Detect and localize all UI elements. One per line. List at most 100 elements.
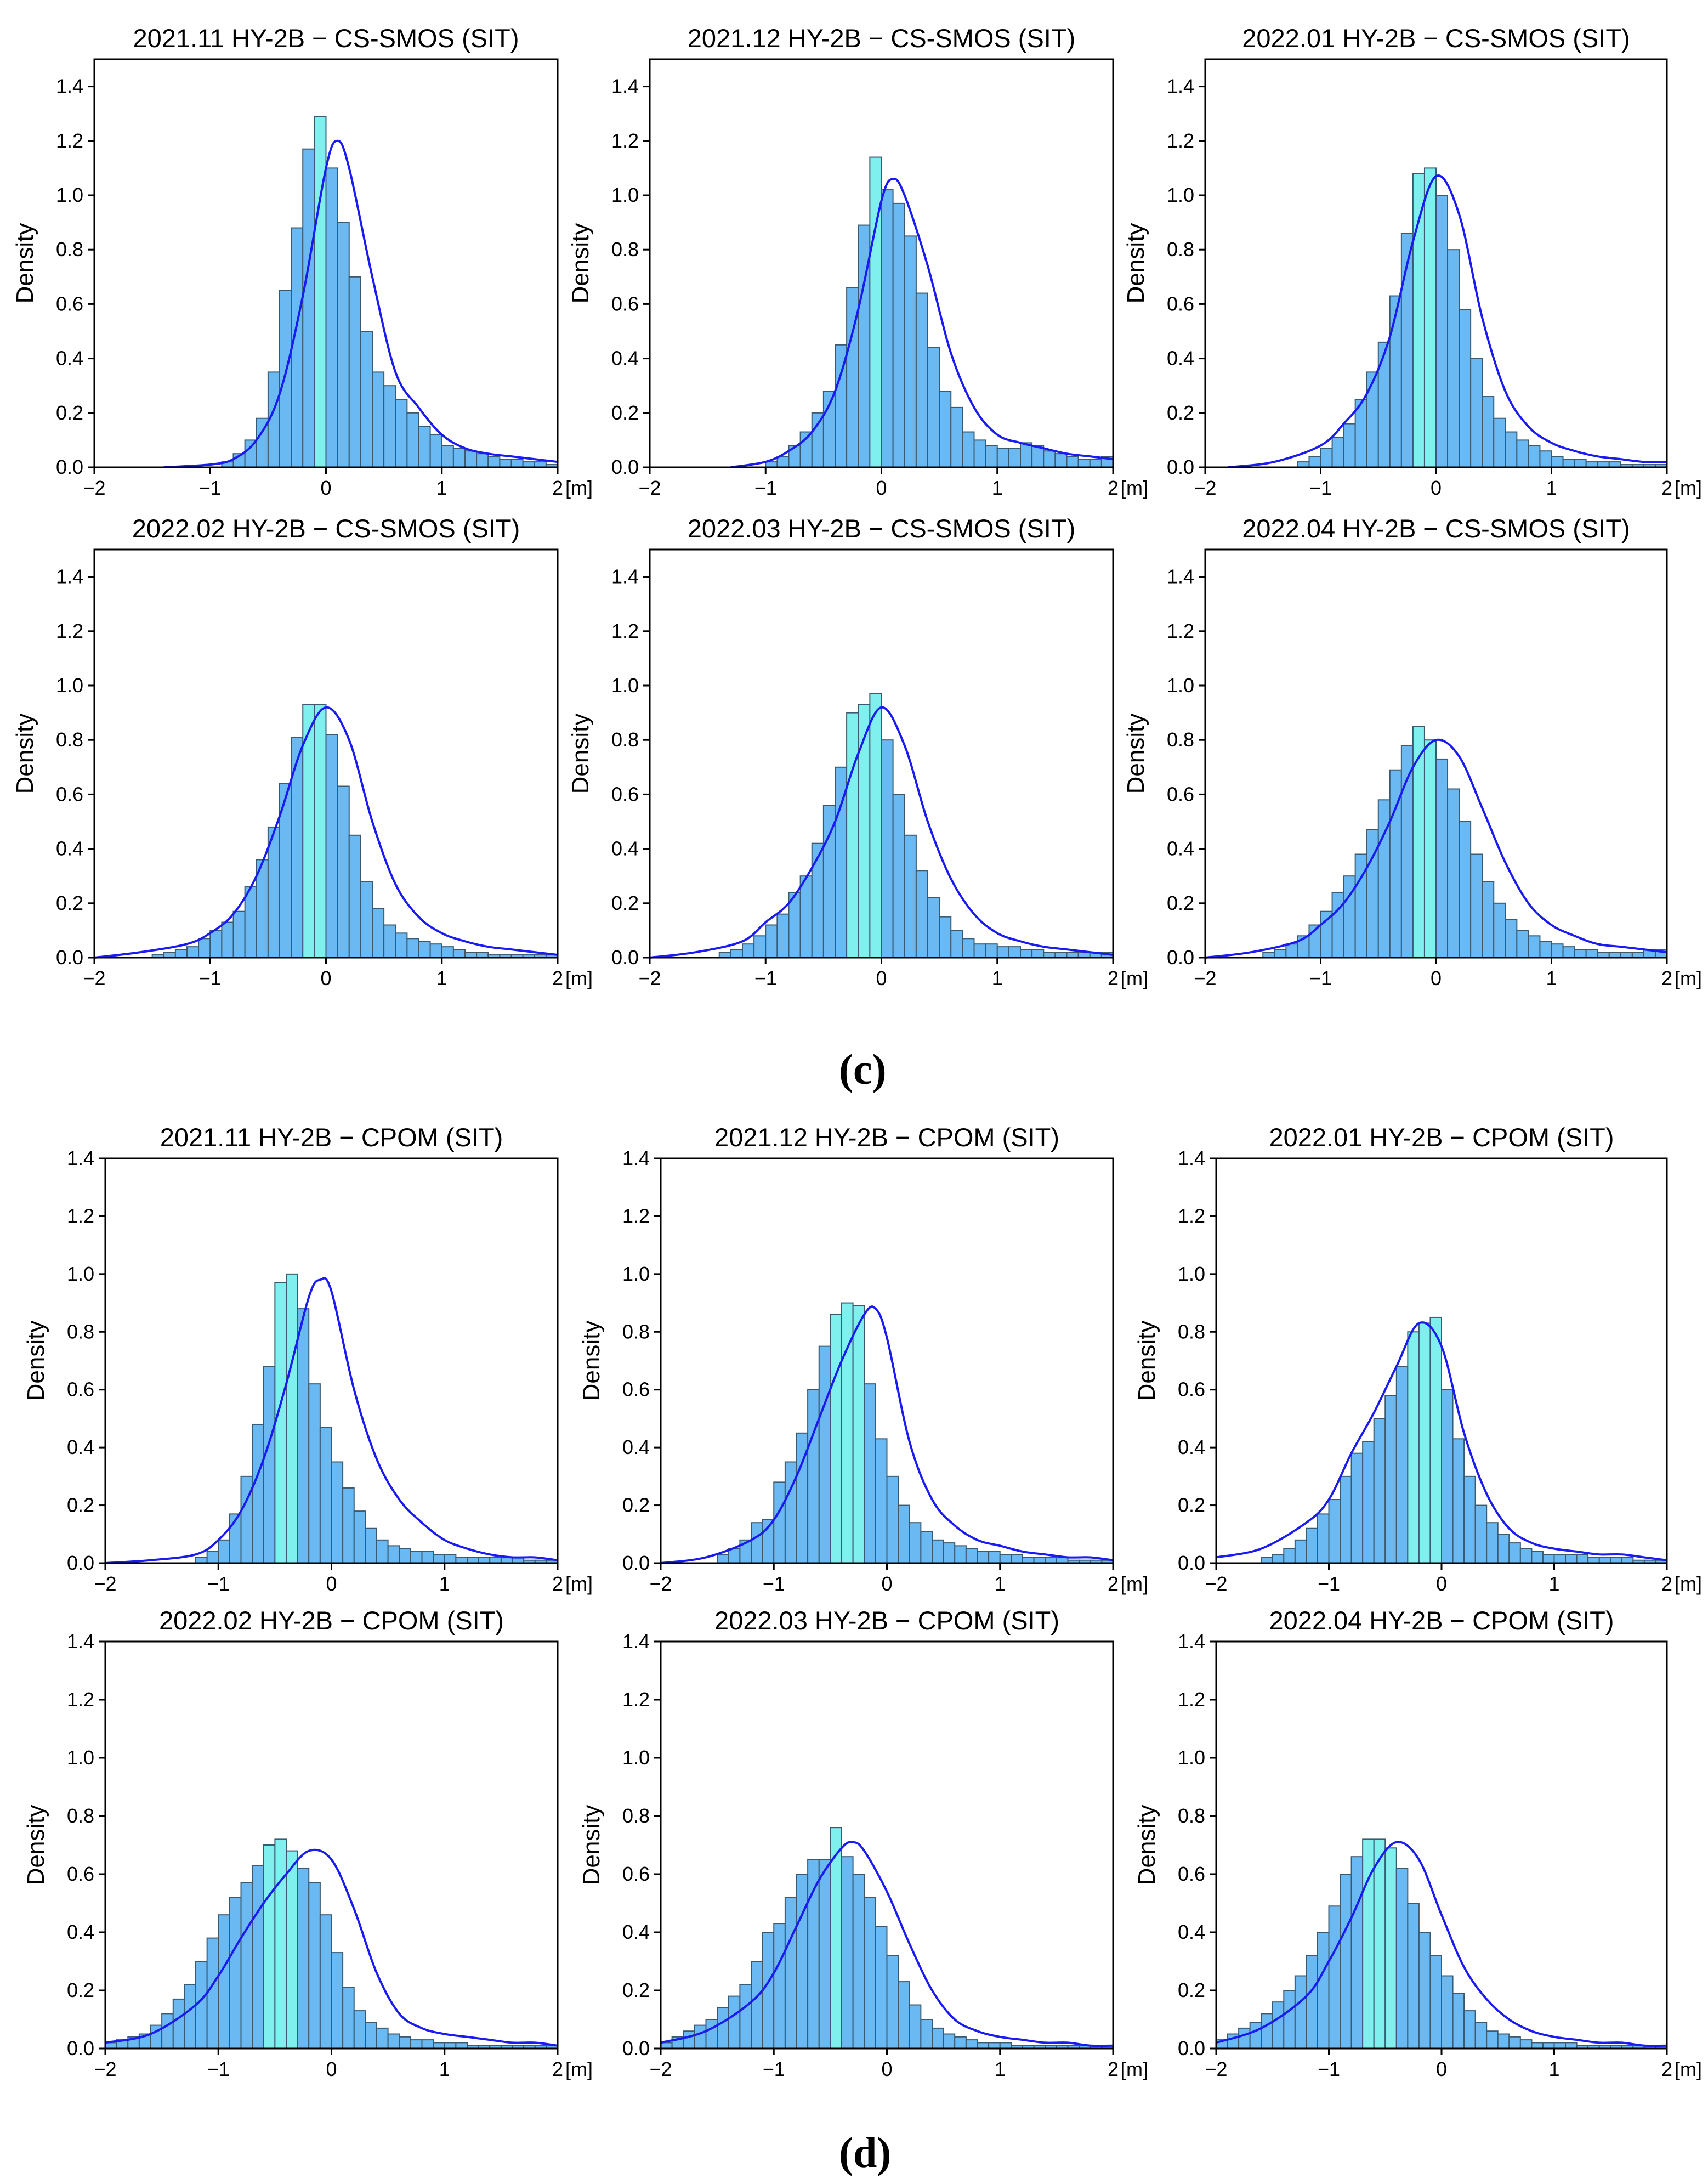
y-tick-label: 1.0 — [611, 674, 639, 697]
histogram-bar — [348, 276, 361, 468]
histogram-bar — [263, 1366, 276, 1564]
y-tick-label: 1.2 — [1167, 620, 1194, 642]
y-axis-label: Density — [12, 223, 38, 304]
y-tick-label: 0.2 — [56, 892, 83, 914]
histogram-bar — [429, 943, 442, 958]
histogram-bar — [773, 1481, 786, 1564]
histogram-bar — [730, 949, 743, 958]
histogram-bar — [455, 2042, 468, 2049]
histogram-bar — [939, 916, 952, 958]
histogram-bar — [1272, 2001, 1285, 2049]
histogram-bar — [360, 331, 373, 468]
y-tick-label: 1.4 — [611, 75, 639, 98]
histogram-bar — [1429, 1955, 1442, 2049]
histogram-bar — [920, 2019, 933, 2049]
kde-curve — [660, 1305, 1114, 1564]
y-tick-label: 0.4 — [67, 1921, 94, 1943]
histogram-bar — [218, 1539, 230, 1564]
x-tick-label: 2 — [552, 2058, 563, 2080]
x-tick-label: 0 — [1431, 967, 1442, 989]
histogram-bar — [852, 1305, 865, 1564]
x-tick-label: 2 — [1661, 477, 1672, 499]
y-axis-label: Density — [22, 1805, 49, 1886]
histogram-bar — [728, 1995, 741, 2050]
y-tick-label: 0.2 — [611, 401, 639, 424]
histogram-bar — [325, 167, 338, 468]
y-tick-label: 0.0 — [1178, 1552, 1205, 1574]
histogram-bar — [1340, 1874, 1352, 2049]
subplot-4: 2022.02 HY-2B − CS-SMOS (SIT) 0.0 0.2 0.4 0.… — [12, 514, 593, 989]
histogram-bar — [1423, 167, 1437, 468]
histogram-bar — [773, 1923, 786, 2050]
histogram-bar — [830, 1314, 842, 1564]
histogram-bar — [444, 2042, 457, 2049]
histogram-bar — [950, 930, 963, 959]
x-tick-label: −1 — [754, 967, 777, 989]
y-tick-label: 0.0 — [67, 1552, 94, 1574]
histogram-bar — [172, 1998, 185, 2049]
y-tick-label: 0.0 — [56, 456, 83, 478]
kde-curve — [649, 706, 1114, 959]
histogram-bar — [1283, 1990, 1296, 2049]
y-tick-label: 1.0 — [1167, 674, 1194, 697]
histogram-bar — [441, 946, 454, 959]
histogram-bar — [1562, 459, 1575, 468]
y-axis-label: Density — [1122, 223, 1149, 304]
histogram-bar — [742, 943, 755, 958]
histogram-bar — [807, 1389, 820, 1564]
histogram-bar — [1373, 1418, 1386, 1564]
x-tick-label: 0 — [326, 1572, 337, 1595]
histogram-bar — [875, 1926, 888, 2049]
histogram-bar — [387, 1545, 400, 1564]
histogram-bar — [1384, 1847, 1397, 2050]
histogram-bar — [1531, 2042, 1544, 2049]
x-tick-label: 2 — [1661, 1572, 1672, 1595]
x-tick-label: −1 — [1318, 1572, 1340, 1595]
y-tick-label: 0.8 — [1178, 1320, 1205, 1343]
histogram-bar — [1350, 1856, 1364, 2049]
histogram-bar — [818, 1859, 831, 2049]
x-unit-label: [m] — [1675, 477, 1702, 499]
histogram-bar — [985, 943, 998, 958]
histogram-bar — [308, 1383, 321, 1564]
histogram-bar — [455, 1557, 468, 1564]
histogram-bar — [932, 2027, 944, 2049]
y-tick-label: 0.8 — [611, 728, 639, 751]
histogram-bar — [977, 2042, 990, 2049]
y-tick-label: 1.0 — [1178, 1746, 1205, 1769]
y-tick-label: 0.4 — [56, 838, 83, 860]
histogram-bar — [1423, 739, 1437, 958]
histogram-bar — [174, 949, 188, 958]
caption-d: (d) — [839, 2129, 892, 2176]
y-tick-label: 1.4 — [622, 1630, 650, 1653]
histogram-bar — [1463, 2010, 1476, 2050]
y-tick-label: 1.0 — [1167, 184, 1194, 206]
histogram-bar — [985, 445, 998, 468]
histogram-bar — [1377, 341, 1391, 468]
histogram-bar — [1320, 910, 1333, 959]
histogram-bar — [314, 116, 327, 468]
y-tick-label: 0.8 — [56, 728, 83, 751]
histogram-bar — [660, 2042, 673, 2049]
x-tick-label: −2 — [94, 1572, 116, 1595]
y-tick-label: 0.0 — [611, 456, 639, 478]
histogram-bar — [892, 202, 905, 468]
y-tick-label: 0.6 — [1178, 1863, 1205, 1885]
y-tick-label: 0.2 — [622, 1979, 650, 2001]
subplot-3: 2022.01 HY-2B − CS-SMOS (SIT) 0.0 0.2 0.4 0.… — [1122, 24, 1702, 499]
x-tick-label: 2 — [552, 477, 563, 499]
x-tick-label: 2 — [1108, 967, 1119, 989]
histogram-bar — [342, 1487, 355, 1564]
histogram-bar — [965, 2039, 978, 2050]
histogram-bar — [195, 1961, 208, 2049]
histogram-bar — [1516, 930, 1529, 959]
x-tick-label: 2 — [1108, 2058, 1119, 2080]
histogram-bar — [1587, 1557, 1600, 1564]
x-unit-label: [m] — [1675, 967, 1702, 989]
histogram-bar — [433, 1554, 445, 1564]
y-tick-label: 1.0 — [56, 674, 83, 697]
y-tick-label: 0.0 — [67, 2037, 94, 2059]
histogram-bar — [1486, 2030, 1499, 2049]
histogram-bar — [1565, 2042, 1578, 2049]
y-tick-label: 0.2 — [67, 1494, 94, 1517]
